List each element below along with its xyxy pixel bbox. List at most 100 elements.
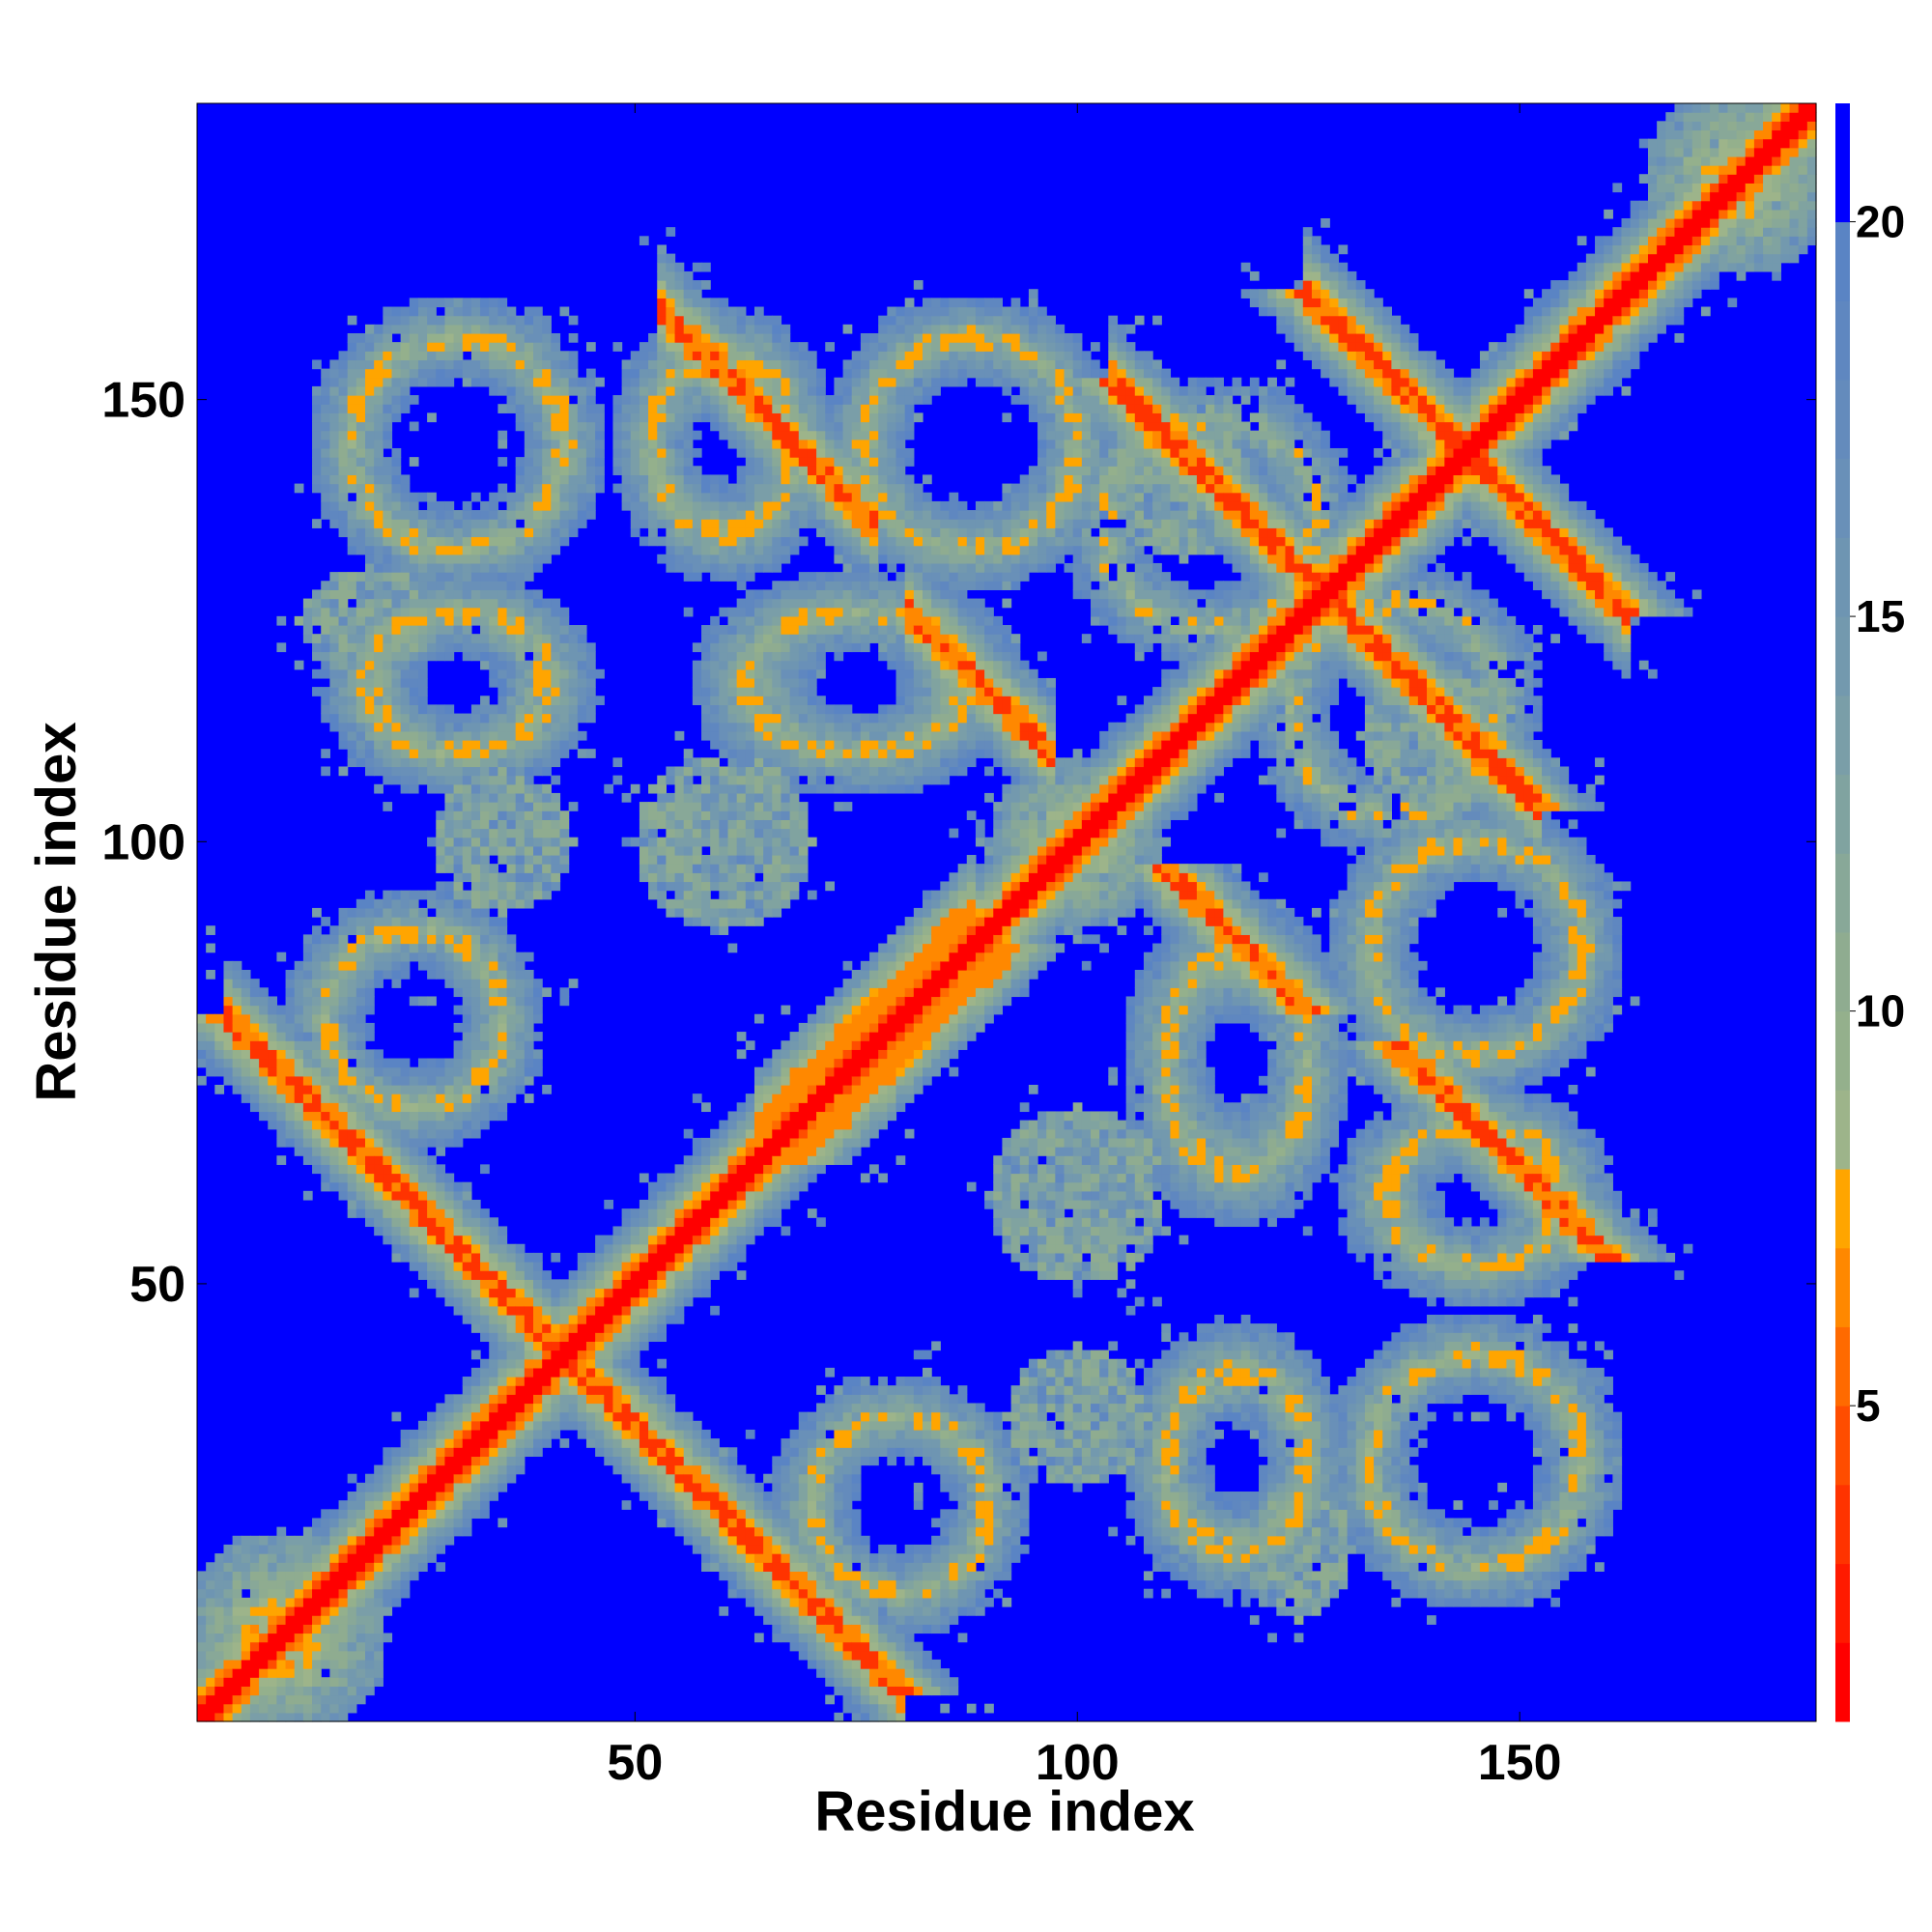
heatmap-cell	[533, 696, 543, 705]
heatmap-cell	[470, 1296, 481, 1307]
heatmap-cell	[400, 581, 411, 591]
heatmap-cell	[604, 1350, 614, 1360]
heatmap-cell	[470, 332, 481, 343]
heatmap-cell	[666, 802, 676, 811]
heatmap-cell	[639, 1429, 649, 1439]
heatmap-cell	[347, 1032, 357, 1041]
heatmap-cell	[285, 1049, 296, 1060]
heatmap-cell	[453, 925, 464, 935]
heatmap-cell	[666, 1429, 676, 1439]
heatmap-cell	[409, 907, 419, 918]
heatmap-cell	[329, 1694, 340, 1705]
heatmap-cell	[417, 1482, 428, 1492]
heatmap-cell	[559, 466, 570, 476]
heatmap-cell	[701, 1535, 711, 1546]
heatmap-cell	[383, 430, 393, 440]
heatmap-cell	[604, 783, 614, 794]
heatmap-cell	[347, 1571, 357, 1581]
heatmap-cell	[355, 1040, 366, 1050]
heatmap-cell	[727, 783, 738, 794]
heatmap-cell	[355, 1500, 366, 1510]
heatmap-cell	[745, 492, 755, 502]
heatmap-cell	[391, 634, 402, 643]
heatmap-cell	[383, 421, 393, 432]
heatmap-cell	[268, 1588, 278, 1599]
heatmap-cell	[409, 536, 419, 547]
heatmap-cell	[214, 1712, 225, 1722]
heatmap-cell	[701, 1500, 711, 1510]
heatmap-cell	[427, 562, 437, 573]
heatmap-cell	[727, 562, 738, 573]
heatmap-cell	[329, 1579, 340, 1590]
heatmap-cell	[719, 660, 729, 670]
heatmap-cell	[365, 642, 375, 653]
heatmap-cell	[727, 766, 738, 777]
heatmap-cell	[347, 1526, 357, 1537]
heatmap-cell	[417, 368, 428, 379]
heatmap-cell	[710, 925, 720, 935]
heatmap-cell	[585, 412, 596, 423]
heatmap-cell	[462, 536, 472, 547]
heatmap-cell	[427, 1438, 437, 1448]
heatmap-cell	[630, 1350, 640, 1360]
heatmap-cell	[701, 351, 711, 361]
heatmap-cell	[374, 660, 384, 670]
heatmap-cell	[674, 1288, 685, 1298]
heatmap-cell	[223, 1597, 234, 1607]
heatmap-cell	[753, 634, 764, 643]
heatmap-cell	[365, 1066, 375, 1077]
heatmap-cell	[559, 439, 570, 449]
heatmap-cell	[666, 1456, 676, 1466]
heatmap-cell	[355, 404, 366, 413]
heatmap-cell	[585, 421, 596, 432]
heatmap-cell	[506, 642, 517, 653]
heatmap-cell	[241, 1668, 251, 1678]
heatmap-cell	[595, 1385, 605, 1395]
heatmap-cell	[383, 1128, 393, 1139]
heatmap-cell	[674, 775, 685, 785]
heatmap-cell	[559, 819, 570, 830]
heatmap-cell	[753, 439, 764, 449]
heatmap-cell	[683, 315, 694, 326]
heatmap-cell	[302, 1005, 313, 1015]
heatmap-cell	[374, 1102, 384, 1113]
heatmap-cell	[674, 262, 685, 272]
heatmap-cell	[374, 492, 384, 502]
heatmap-cell	[268, 1562, 278, 1572]
heatmap-cell	[374, 696, 384, 705]
heatmap-cell	[374, 1518, 384, 1528]
heatmap-cell	[585, 696, 596, 705]
heatmap-cell	[497, 810, 508, 820]
heatmap-cell	[710, 792, 720, 803]
heatmap-cell	[736, 1147, 747, 1156]
heatmap-cell	[515, 1438, 526, 1448]
heatmap-cell	[400, 1571, 411, 1581]
heatmap-cell	[294, 1686, 304, 1696]
heatmap-cell	[683, 1456, 694, 1466]
heatmap-cell	[497, 404, 508, 413]
heatmap-cell	[374, 368, 384, 379]
heatmap-cell	[409, 1173, 419, 1183]
heatmap-cell	[621, 430, 632, 440]
heatmap-cell	[568, 1420, 579, 1431]
heatmap-cell	[462, 545, 472, 555]
heatmap-cell	[444, 740, 455, 750]
heatmap-cell	[470, 510, 481, 520]
heatmap-cell	[542, 1288, 552, 1298]
heatmap-cell	[674, 351, 685, 361]
heatmap-cell	[347, 589, 357, 600]
heatmap-cell	[329, 466, 340, 476]
heatmap-cell	[241, 1597, 251, 1607]
heatmap-cell	[400, 934, 411, 945]
heatmap-cell	[480, 969, 490, 980]
heatmap-cell	[391, 562, 402, 573]
heatmap-cell	[391, 581, 402, 591]
heatmap-cell	[462, 864, 472, 873]
heatmap-cell	[427, 898, 437, 909]
heatmap-cell	[347, 660, 357, 670]
heatmap-cell	[745, 625, 755, 635]
heatmap-cell	[427, 545, 437, 555]
heatmap-cell	[674, 466, 685, 476]
heatmap-cell	[701, 510, 711, 520]
heatmap-cell	[383, 757, 393, 768]
